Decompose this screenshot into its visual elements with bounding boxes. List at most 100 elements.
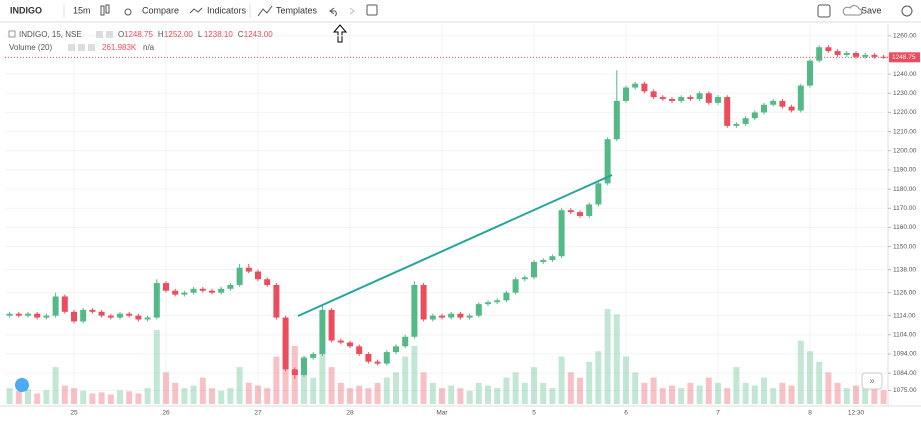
candle-body <box>393 346 399 353</box>
time-axis <box>0 406 921 421</box>
templates-button[interactable]: Templates <box>276 5 318 15</box>
y-tick-label: 1075.00 <box>893 387 917 394</box>
candle-body <box>439 315 445 318</box>
legend-ohlc-label: C <box>238 30 244 39</box>
candle-body <box>880 56 887 58</box>
volume-bar <box>770 388 777 404</box>
candle-body <box>236 267 243 285</box>
settings-button[interactable] <box>901 5 913 17</box>
legend-volume: Volume (20) <box>9 43 52 52</box>
trend-line[interactable] <box>297 174 613 317</box>
x-tick-label: Mar <box>436 410 448 417</box>
volume-bar <box>245 382 252 404</box>
symbol-button[interactable]: INDIGO <box>10 5 42 15</box>
y-tick-label: 1220.00 <box>893 109 917 116</box>
legend-button[interactable] <box>96 31 103 38</box>
candle-body <box>328 309 335 341</box>
volume-bar <box>623 356 629 404</box>
x-tick-label: 28 <box>346 410 354 417</box>
candle-body <box>521 277 528 280</box>
volume-bar <box>531 367 537 404</box>
volume-bar <box>650 377 657 404</box>
volume-bar <box>862 388 869 404</box>
legend-symbol: INDIGO, 15, NSE <box>19 30 82 39</box>
candle-body <box>15 313 22 316</box>
volume-bar <box>126 391 133 404</box>
candle-body <box>512 279 519 293</box>
compare-icon[interactable] <box>124 8 132 16</box>
interval-button[interactable]: 15m <box>73 5 91 15</box>
scroll-button[interactable] <box>861 372 883 390</box>
save-button[interactable]: Save <box>861 5 882 15</box>
volume-bar <box>374 382 381 404</box>
volume-bar <box>25 389 31 404</box>
x-tick-label: 5 <box>532 410 536 417</box>
candle-body <box>172 290 179 295</box>
volume-bar <box>15 390 22 404</box>
candle-body <box>402 336 409 347</box>
candle-body <box>595 183 602 205</box>
legend-ohlc-value: 1243.00 <box>244 30 273 39</box>
x-tick-label: 7 <box>716 410 720 417</box>
undo-button[interactable] <box>329 7 337 17</box>
chart-type-icon[interactable] <box>100 5 105 16</box>
volume-bar <box>365 388 372 404</box>
volume-bar <box>199 377 206 404</box>
legend-button[interactable] <box>106 31 113 38</box>
volume-bar <box>34 393 41 404</box>
volume-bar <box>521 382 528 404</box>
scroll-icon: » <box>869 375 874 385</box>
candle-body <box>485 302 491 305</box>
volume-bar <box>577 377 583 404</box>
volume-bar <box>80 390 87 404</box>
last-price-label: 1248.75 <box>892 54 916 61</box>
candle-body <box>834 51 841 55</box>
volume-bar <box>761 377 767 404</box>
candle-body <box>6 313 13 316</box>
indicators-icon[interactable] <box>189 7 203 14</box>
volume-bar <box>567 372 574 404</box>
redo-button[interactable] <box>349 7 355 15</box>
volume-bar <box>310 377 317 404</box>
candle-body <box>255 271 261 280</box>
templates-icon[interactable] <box>257 5 273 17</box>
volume-bar <box>751 385 758 404</box>
collapse-icon[interactable] <box>8 30 16 38</box>
candle-body <box>98 311 105 316</box>
candle-body <box>843 53 850 55</box>
candle-body <box>190 288 197 293</box>
candle-body <box>383 352 390 364</box>
candle-body <box>650 91 657 98</box>
candle-body <box>641 83 648 92</box>
alert-button[interactable] <box>366 4 378 16</box>
candle-body <box>604 139 611 184</box>
volume-bar <box>549 388 556 404</box>
candle-body <box>163 283 169 291</box>
volume-bar <box>696 385 703 404</box>
legend-ohlc-value: 1248.75 <box>124 30 153 39</box>
volume-bar <box>227 388 234 404</box>
volume-bar <box>494 388 501 404</box>
legend-button[interactable] <box>88 44 95 51</box>
indicators-button[interactable]: Indicators <box>207 5 247 15</box>
volume-bar <box>834 382 841 404</box>
fullscreen-button[interactable] <box>817 4 831 18</box>
volume-bar <box>107 394 114 404</box>
y-tick-label: 1190.00 <box>893 167 916 174</box>
axes: 1260.00 1240.00 1230.00 1220.00 1210.00 1200.… <box>70 32 916 416</box>
candle-body <box>761 104 767 113</box>
legend-button[interactable] <box>78 44 85 51</box>
legend-ohlc-value: 1238.10 <box>204 30 233 39</box>
candle-body <box>291 369 298 376</box>
volume-bar <box>153 330 160 404</box>
candle-body <box>310 353 317 358</box>
volume-bar <box>89 393 96 404</box>
candle-body <box>144 317 151 320</box>
legend-button[interactable] <box>68 44 75 51</box>
candle-body <box>34 313 41 318</box>
candle-body <box>724 97 731 126</box>
compare-button[interactable]: Compare <box>142 5 179 15</box>
side-button[interactable] <box>15 378 29 392</box>
candle-body <box>742 118 749 124</box>
volume-bar <box>144 388 151 404</box>
